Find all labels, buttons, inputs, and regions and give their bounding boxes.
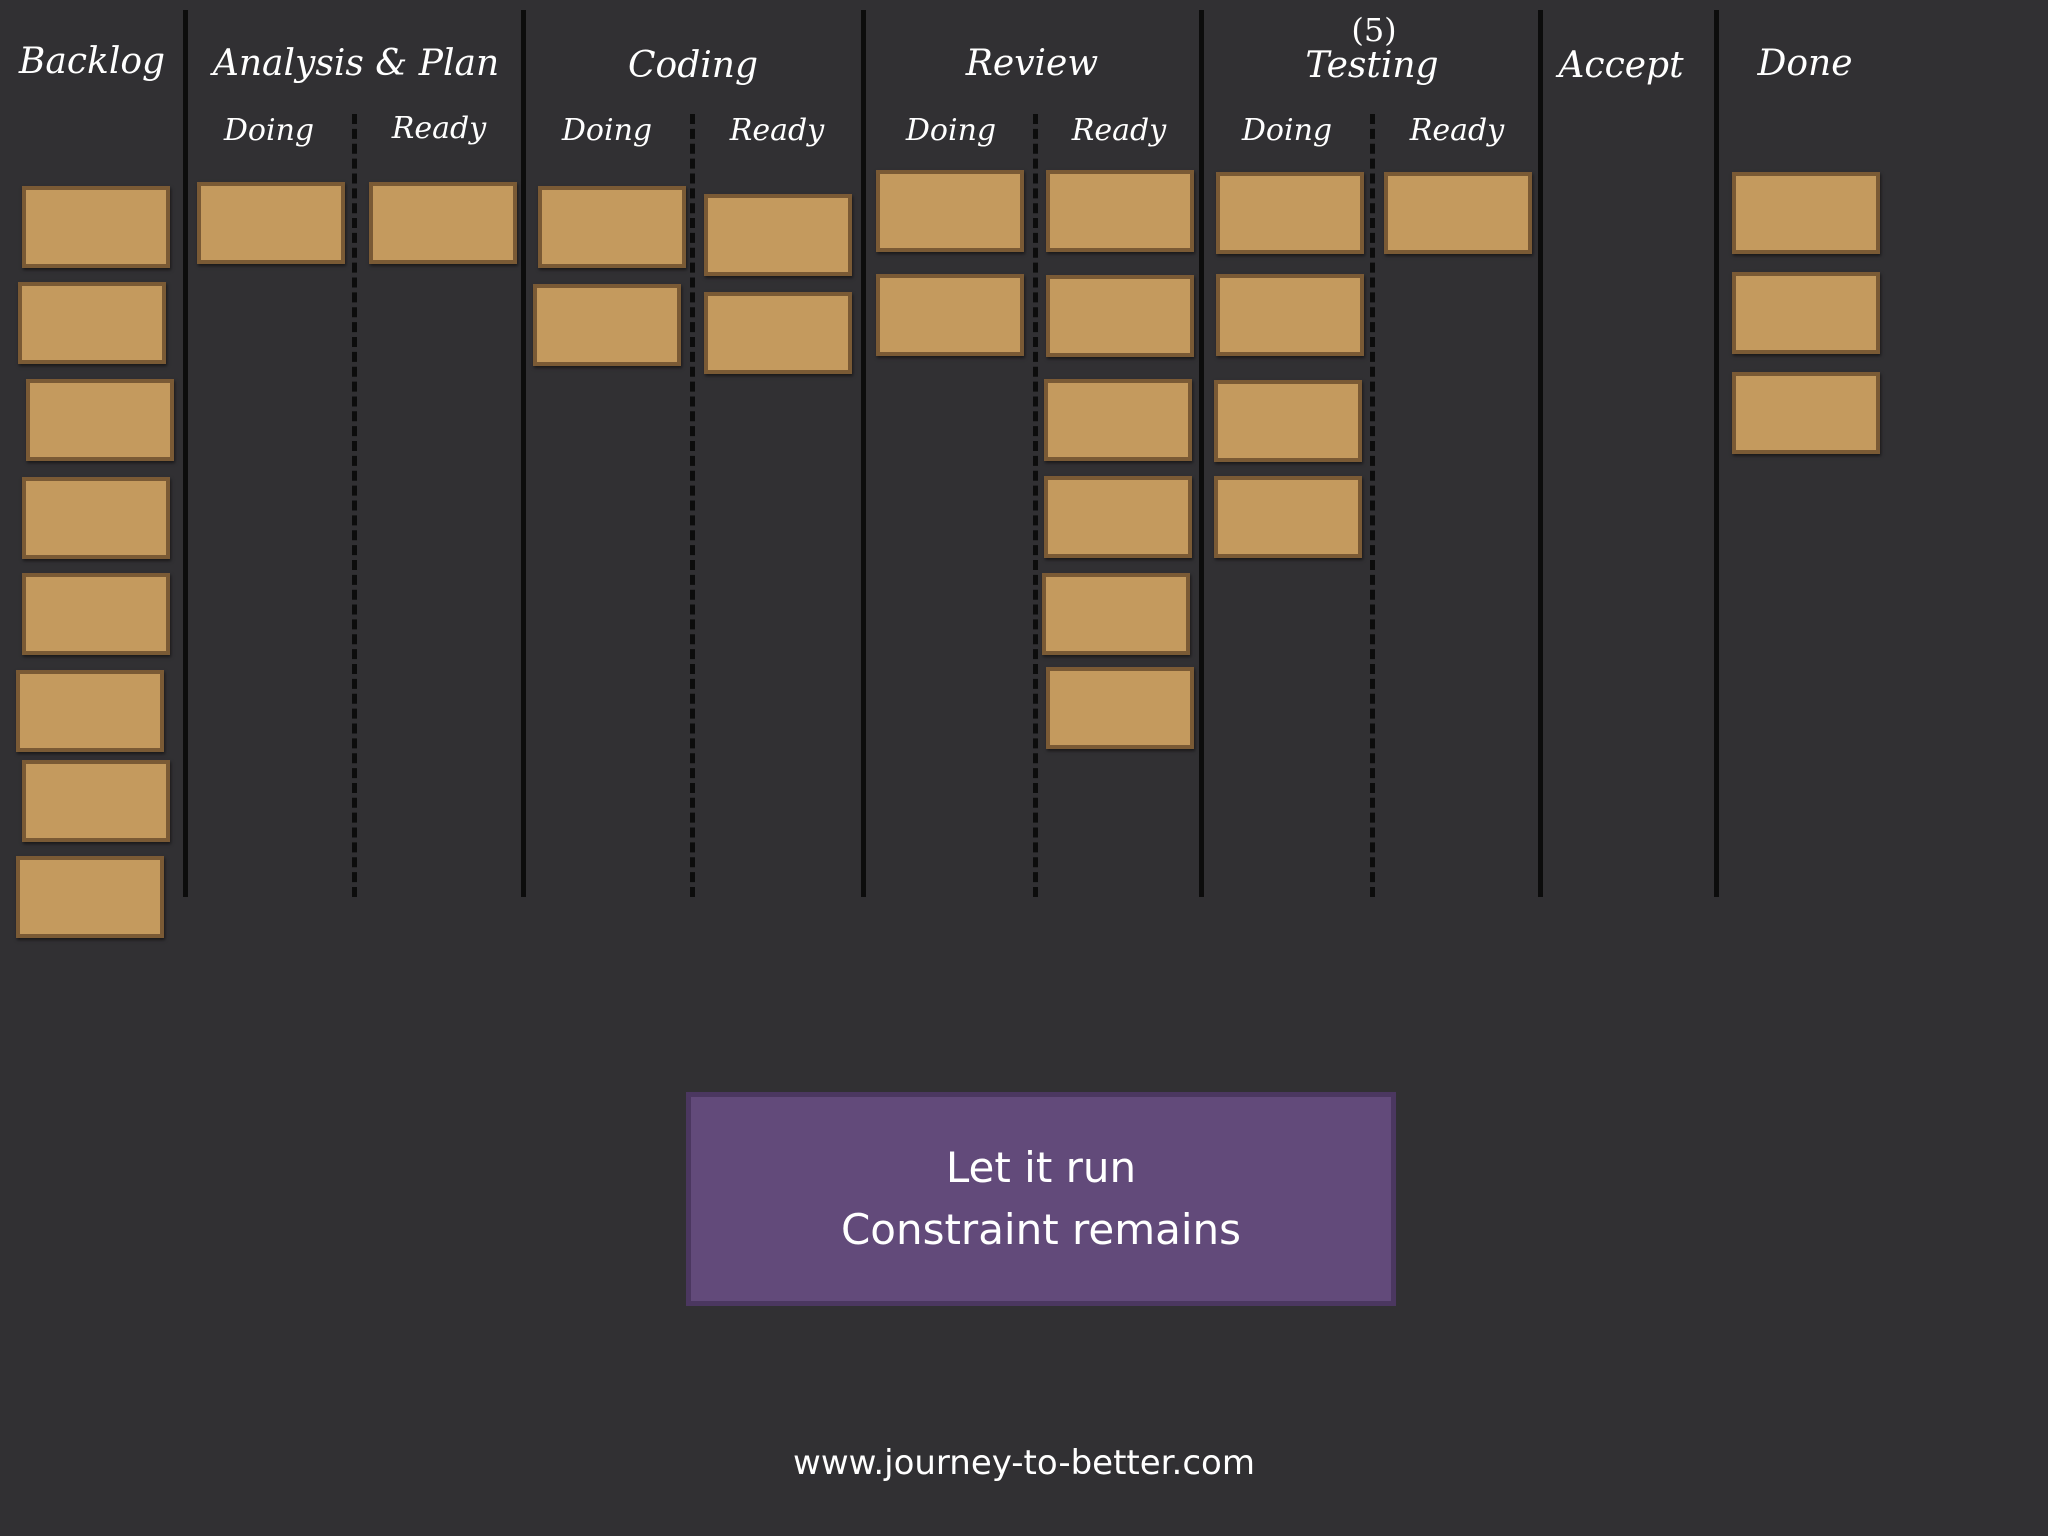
card-analysis-doing[interactable] [197,182,345,264]
card-done[interactable] [1732,172,1880,254]
column-divider [861,10,866,897]
card-backlog[interactable] [26,379,174,461]
subcolumn-header-testing-doing: Doing [1241,113,1333,148]
card-review-doing[interactable] [876,274,1024,356]
column-divider [1538,10,1543,897]
column-divider [1714,10,1719,897]
card-done[interactable] [1732,372,1880,454]
column-header-done: Done [1757,43,1853,84]
subcolumn-header-analysis-doing: Doing [223,113,315,148]
card-testing-doing[interactable] [1214,476,1362,558]
column-header-coding: Coding [627,45,758,86]
card-review-ready[interactable] [1044,379,1192,461]
message-line-1: Let it run [945,1143,1137,1192]
card-review-ready[interactable] [1046,170,1194,252]
card-testing-doing[interactable] [1216,274,1364,356]
subcolumn-header-coding-doing: Doing [561,113,653,148]
column-header-testing: Testing [1305,45,1439,86]
card-review-doing[interactable] [876,170,1024,252]
card-backlog[interactable] [22,186,170,268]
card-testing-doing[interactable] [1214,380,1362,462]
column-header-review: Review [965,43,1099,84]
card-done[interactable] [1732,272,1880,354]
card-review-ready[interactable] [1044,476,1192,558]
card-analysis-ready[interactable] [369,182,517,264]
column-header-backlog: Backlog [18,41,166,82]
subcolumn-header-testing-ready: Ready [1409,113,1505,148]
card-coding-ready[interactable] [704,194,852,276]
column-header-accept: Accept [1558,45,1684,86]
card-backlog[interactable] [16,670,164,752]
card-backlog[interactable] [22,573,170,655]
card-review-ready[interactable] [1042,573,1190,655]
footer-url[interactable]: www.journey-to-better.com [793,1443,1255,1483]
card-coding-ready[interactable] [704,292,852,374]
card-review-ready[interactable] [1046,275,1194,357]
column-header-analysis: Analysis & Plan [212,43,500,84]
testing-wip-limit: (5) [1351,11,1397,49]
card-coding-doing[interactable] [538,186,686,268]
kanban-board: Backlog Analysis & Plan Doing Ready Codi… [16,10,1880,938]
card-testing-ready[interactable] [1384,172,1532,254]
column-divider [183,10,188,897]
subcolumn-header-coding-ready: Ready [729,113,825,148]
subcolumn-header-review-doing: Doing [905,113,997,148]
subcolumn-divider [1033,114,1038,897]
column-divider [521,10,526,897]
subcolumn-header-review-ready: Ready [1071,113,1167,148]
card-coding-doing[interactable] [533,284,681,366]
column-divider [1199,10,1204,897]
card-backlog[interactable] [22,477,170,559]
subcolumn-header-analysis-ready: Ready [391,111,487,146]
card-testing-doing[interactable] [1216,172,1364,254]
subcolumn-divider [690,114,695,897]
card-backlog[interactable] [16,856,164,938]
card-backlog[interactable] [22,760,170,842]
card-backlog[interactable] [18,282,166,364]
message-line-2: Constraint remains [840,1205,1242,1254]
subcolumn-divider [352,114,357,897]
message-box: Let it run Constraint remains [686,1092,1396,1306]
subcolumn-divider [1370,114,1375,897]
card-review-ready[interactable] [1046,667,1194,749]
